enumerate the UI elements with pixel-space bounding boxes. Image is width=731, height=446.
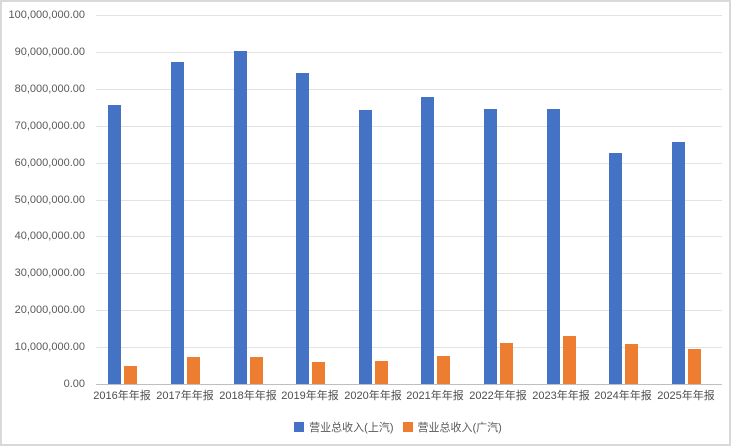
bar-gac-2023: [563, 336, 576, 384]
gridline: [96, 89, 722, 90]
y-axis-tick-label: 10,000,000.00: [14, 341, 85, 353]
x-axis-label-2016: 2016年年报: [93, 390, 151, 402]
gridline: [96, 310, 722, 311]
x-axis-label-2024: 2024年年报: [594, 390, 652, 402]
y-axis-tick-label: 100,000,000.00: [8, 9, 85, 21]
gridline: [96, 200, 722, 201]
bar-saic-2018: [234, 51, 247, 384]
gridline: [96, 273, 722, 274]
gridline: [96, 52, 722, 53]
legend-item-gac: 营业总收入(广汽): [402, 419, 502, 435]
y-axis-tick-label: 30,000,000.00: [14, 267, 85, 279]
x-axis-label-2025: 2025年年报: [657, 390, 715, 402]
gridline: [96, 15, 722, 16]
bar-gac-2017: [187, 357, 200, 384]
y-axis-tick-label: 60,000,000.00: [14, 157, 85, 169]
x-axis-label-2019: 2019年年报: [281, 390, 339, 402]
y-axis-tick-label: 90,000,000.00: [14, 46, 85, 58]
x-axis-label-2022: 2022年年报: [469, 390, 527, 402]
x-axis-label-2018: 2018年年报: [219, 390, 277, 402]
legend-label: 营业总收入(广汽): [417, 422, 502, 434]
gridline: [96, 126, 722, 127]
x-axis-label-2023: 2023年年报: [532, 390, 590, 402]
bar-saic-2019: [296, 73, 309, 384]
bar-saic-2016: [108, 105, 121, 384]
bar-gac-2018: [250, 357, 263, 384]
bar-gac-2021: [437, 356, 450, 384]
y-axis-tick-label: 20,000,000.00: [14, 304, 85, 316]
bar-saic-2017: [171, 62, 184, 384]
y-axis-tick-label: 40,000,000.00: [14, 230, 85, 242]
x-axis-label-2020: 2020年年报: [344, 390, 402, 402]
gridline: [96, 163, 722, 164]
legend-swatch-icon: [294, 422, 305, 432]
legend-item-saic: 营业总收入(上汽): [294, 419, 394, 435]
bar-saic-2020: [359, 110, 372, 384]
bar-gac-2019: [312, 362, 325, 384]
x-axis-label-2021: 2021年年报: [406, 390, 464, 402]
y-axis-tick-label: 70,000,000.00: [14, 120, 85, 132]
bar-gac-2020: [375, 361, 388, 384]
legend-swatch-icon: [402, 422, 413, 432]
y-axis-tick-label: 50,000,000.00: [14, 194, 85, 206]
x-axis-label-2017: 2017年年报: [156, 390, 214, 402]
y-axis-tick-label: 0.00: [63, 378, 85, 390]
legend-label: 营业总收入(上汽): [309, 422, 394, 434]
y-axis-tick-label: 80,000,000.00: [14, 83, 85, 95]
bar-gac-2022: [500, 343, 513, 384]
bar-saic-2021: [421, 97, 434, 384]
bar-saic-2024: [609, 153, 622, 384]
gridline: [96, 347, 722, 348]
bar-gac-2024: [625, 344, 638, 384]
chart-legend: 营业总收入(上汽) 营业总收入(广汽): [65, 419, 731, 435]
bar-gac-2025: [688, 349, 701, 384]
bar-saic-2025: [672, 142, 685, 384]
bar-gac-2016: [124, 366, 137, 384]
bar-saic-2023: [547, 109, 560, 384]
x-axis-line: [96, 384, 722, 385]
gridline: [96, 236, 722, 237]
bar-saic-2022: [484, 109, 497, 384]
